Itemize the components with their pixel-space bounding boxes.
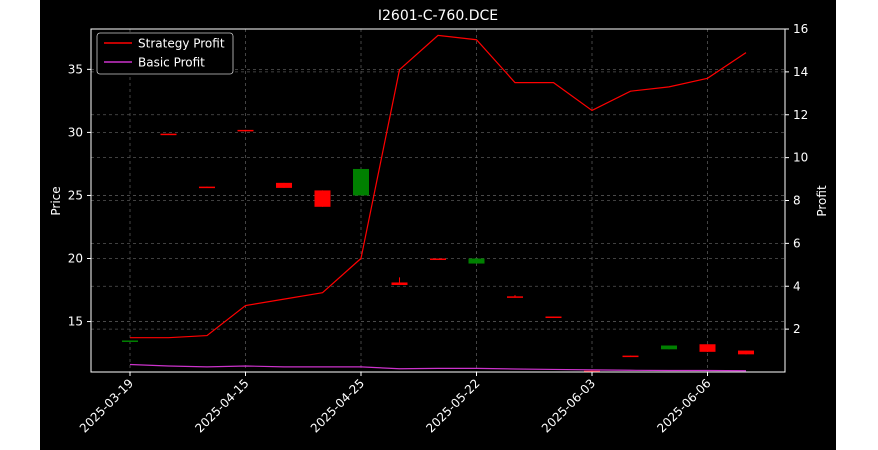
candle-body xyxy=(622,355,639,358)
profit-lines xyxy=(129,34,747,372)
candle-body xyxy=(584,370,600,373)
tick-label-x: 2025-05-22 xyxy=(423,376,482,435)
tick-label-left: 35 xyxy=(68,62,83,76)
candlesticks xyxy=(122,129,754,373)
tick-label-right: 10 xyxy=(793,151,808,165)
candle-body xyxy=(237,129,254,132)
tick-label-left: 15 xyxy=(68,315,83,329)
tick-label-right: 14 xyxy=(793,65,808,79)
candle-body xyxy=(738,350,754,355)
tick-label-right: 4 xyxy=(793,279,801,293)
candle-body xyxy=(507,296,523,298)
candle-body xyxy=(430,258,446,261)
tick-label-right: 8 xyxy=(793,194,801,208)
legend-label-strategy: Strategy Profit xyxy=(138,37,225,51)
tick-label-x: 2025-04-15 xyxy=(192,376,251,435)
strategy-profit-line xyxy=(130,34,747,339)
tick-label-x: 2025-06-06 xyxy=(654,376,713,435)
y-axis-left-label: Price xyxy=(49,186,63,215)
chart-figure: 15 20 25 30 35 2 4 6 8 10 12 14 16 2025-03-19 2025-04-… xyxy=(40,0,836,450)
candle-body xyxy=(160,133,177,136)
tick-label-left: 30 xyxy=(68,125,83,139)
candle-body xyxy=(468,258,485,264)
chart-title: I2601-C-760.DCE xyxy=(378,8,498,24)
candle-body xyxy=(122,340,138,342)
legend-label-basic: Basic Profit xyxy=(138,56,205,70)
candle-body xyxy=(314,190,331,207)
basic-profit-line xyxy=(129,363,747,372)
grid-lines xyxy=(91,28,785,372)
candle-body xyxy=(276,182,292,188)
candle-body xyxy=(699,344,716,352)
candle-body xyxy=(391,282,408,285)
tick-label-x: 2025-06-03 xyxy=(539,376,598,435)
tick-label-x: 2025-03-19 xyxy=(77,376,136,435)
tick-label-right: 12 xyxy=(793,108,808,122)
candle-body xyxy=(353,168,369,196)
candle-body xyxy=(199,186,215,189)
tick-label-left: 20 xyxy=(68,252,83,266)
chart-svg: 15 20 25 30 35 2 4 6 8 10 12 14 16 2025-03-19 2025-04-… xyxy=(49,8,829,435)
candle-body xyxy=(545,316,562,319)
tick-label-right: 2 xyxy=(793,322,801,336)
candle-body xyxy=(661,345,677,350)
tick-labels: 15 20 25 30 35 2 4 6 8 10 12 14 16 2025-03-19 2025-04-… xyxy=(68,22,809,435)
tick-label-right: 6 xyxy=(793,236,801,250)
y-axis-right-label: Profit xyxy=(815,185,829,217)
tick-label-left: 25 xyxy=(68,188,83,202)
tick-label-right: 16 xyxy=(793,22,808,36)
legend: Strategy Profit Basic Profit xyxy=(96,32,234,75)
tick-label-x: 2025-04-25 xyxy=(308,376,367,435)
